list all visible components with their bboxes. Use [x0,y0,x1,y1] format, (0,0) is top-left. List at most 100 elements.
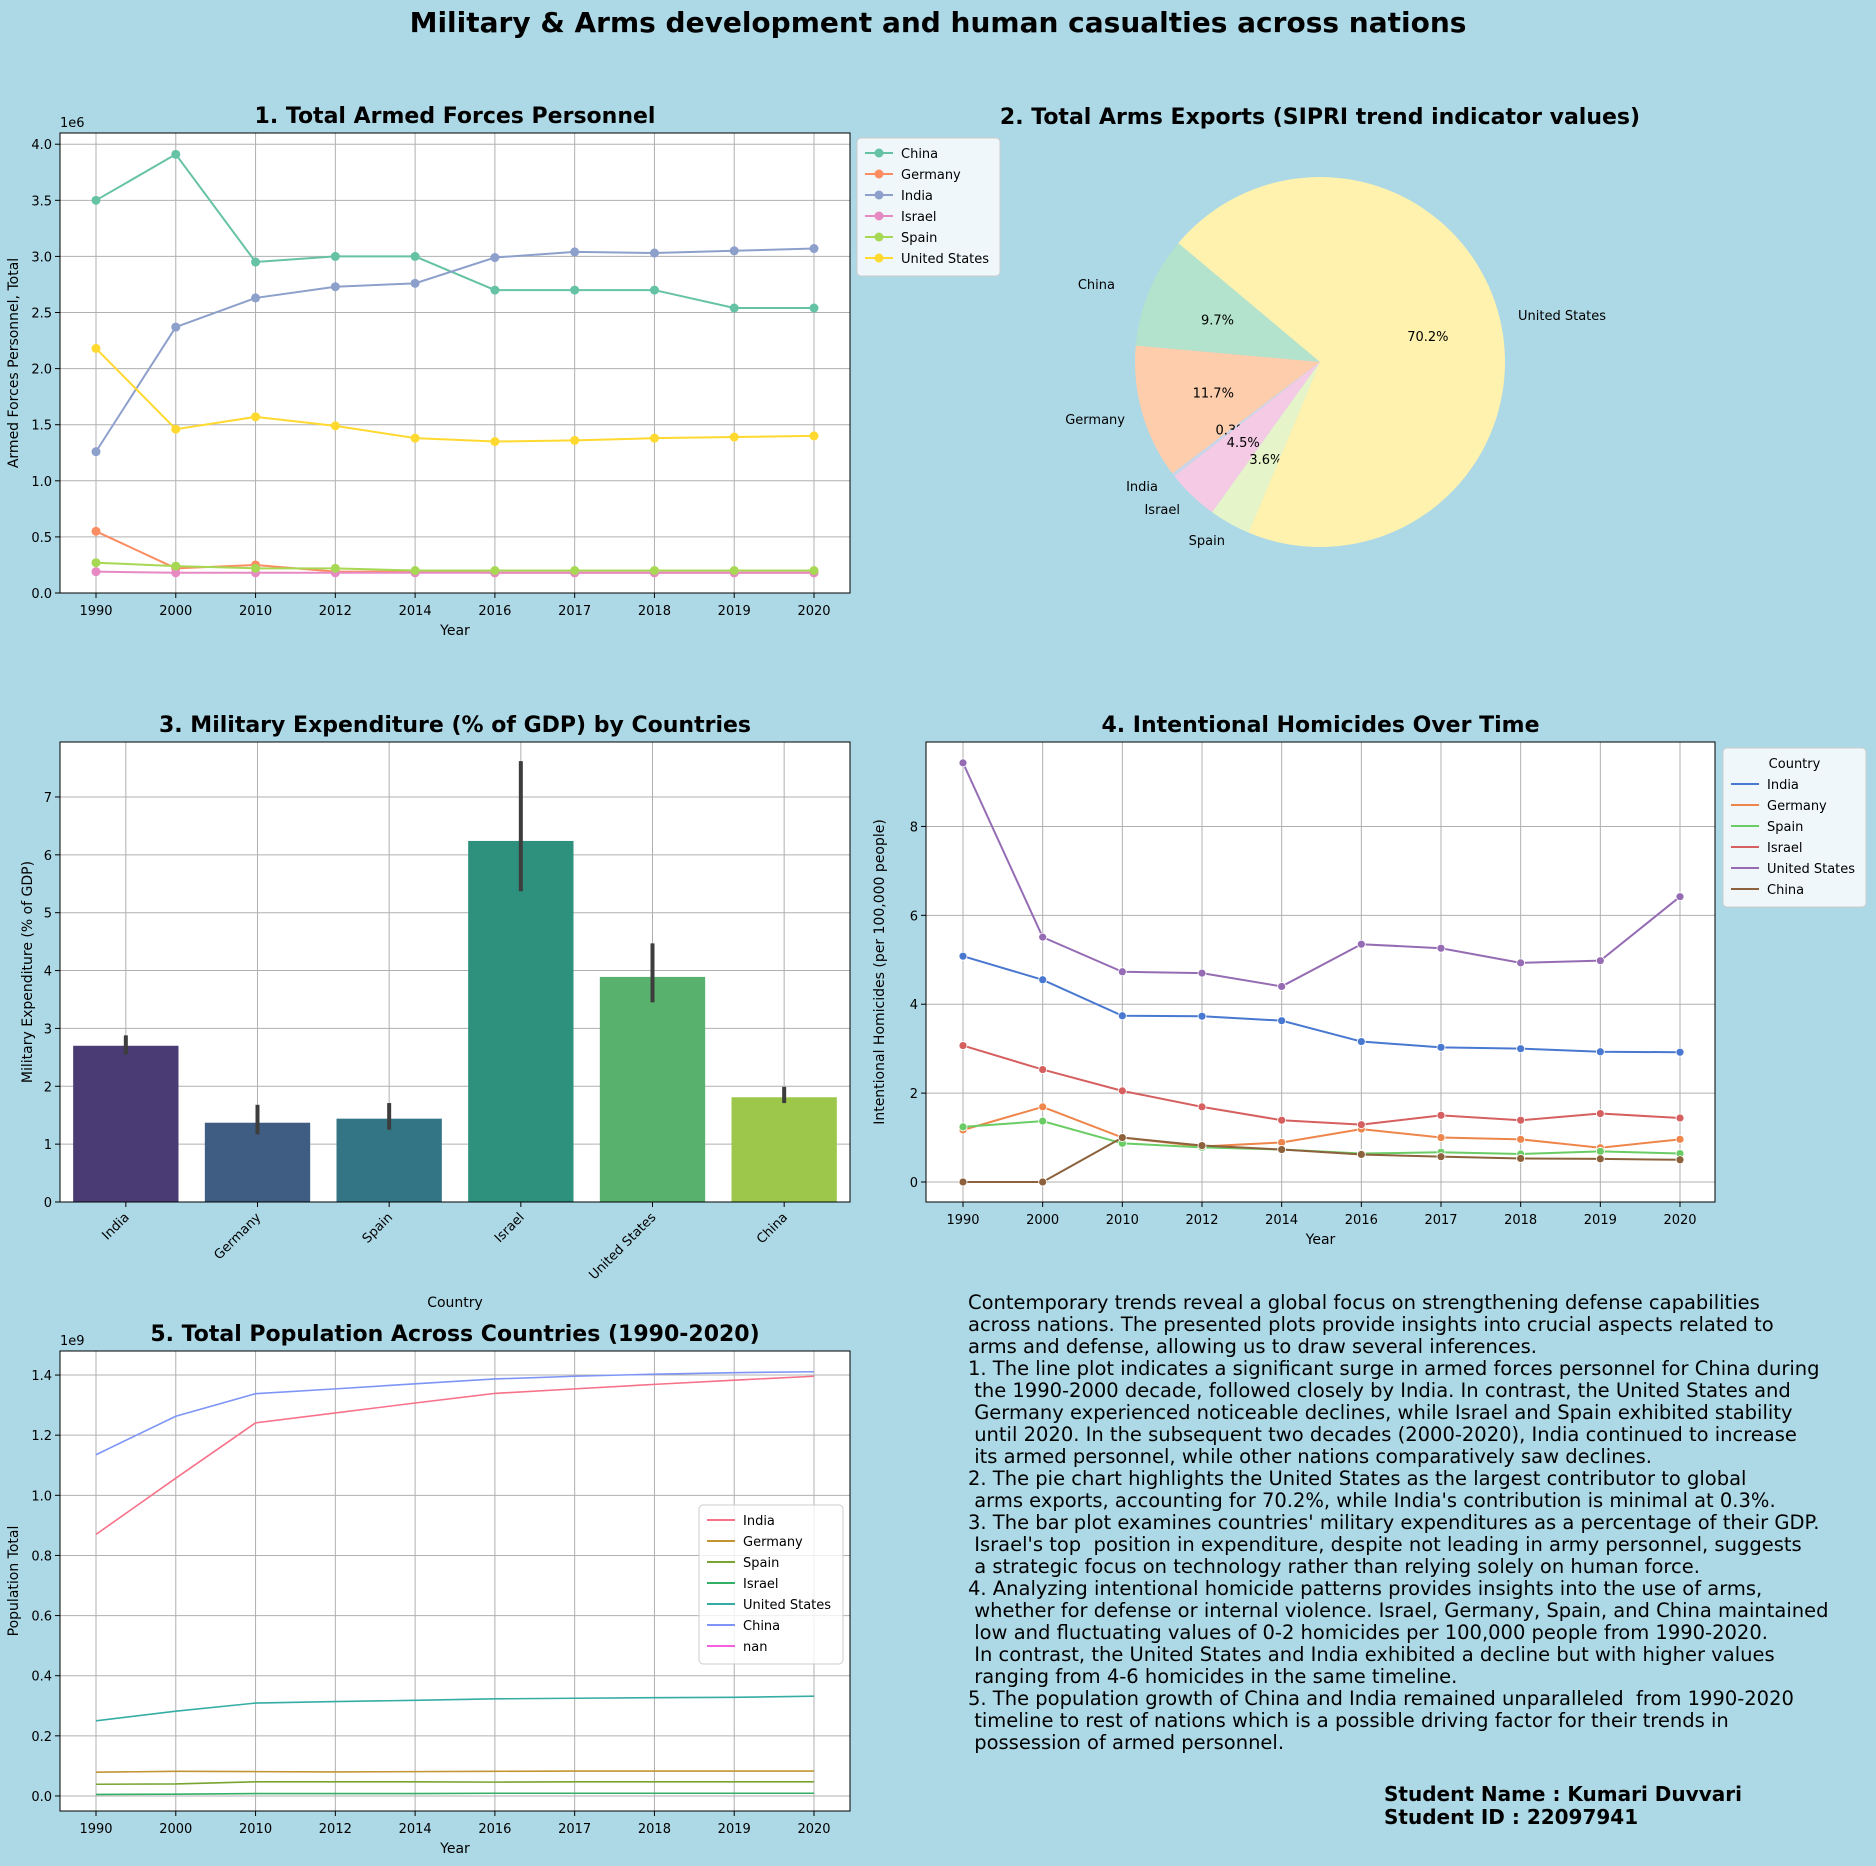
y-axis-label: Intentional Homicides (per 100,000 peopl… [872,819,888,1125]
series-line-india [95,247,815,453]
pie-category-label: India [1126,480,1158,495]
data-point [91,558,101,568]
data-point [958,1177,968,1187]
data-point [1197,968,1207,978]
x-tick-label: 2010 [1106,1213,1139,1228]
pie-category-label: Germany [1065,413,1125,428]
data-point [1516,1115,1526,1125]
exports-chart: 2. Total Arms Exports (SIPRI trend indic… [1000,105,1640,549]
notes-line: whether for defense or internal violence… [968,1599,1829,1622]
x-tick-label: 2019 [718,1822,751,1837]
legend-entry: China [743,1619,780,1634]
data-point [1675,1155,1685,1165]
notes-line: across nations. The presented plots prov… [968,1313,1774,1336]
pie-slice-china [1135,243,1320,362]
x-tick-label: 2010 [239,1822,272,1837]
y-tick-label: 6 [44,849,52,864]
data-point [410,566,420,576]
pie-slice-spain [1212,362,1320,533]
y-tick-label: 4.0 [31,138,52,153]
notes-line: Germany experienced noticeable declines,… [968,1401,1793,1424]
y-tick-label: 1.0 [31,1489,52,1504]
data-point [649,285,659,295]
legend-marker [874,253,884,263]
data-point [1356,1120,1366,1130]
y-tick-label: 0.0 [31,1790,52,1805]
y-tick-label: 4 [910,998,918,1013]
data-point [1356,939,1366,949]
chart-title: 2. Total Arms Exports (SIPRI trend indic… [1000,105,1640,130]
data-point [570,435,580,445]
x-tick-label: 1990 [79,604,112,619]
x-axis-label: Country [427,1295,483,1311]
data-point [410,251,420,261]
series-line-united-states [95,1695,815,1722]
x-tick-label: 2019 [718,604,751,619]
data-point [171,568,181,578]
data-point [1356,1037,1366,1046]
y-tick-label: 0 [44,1196,52,1211]
y-tick-label: 4 [44,965,52,980]
data-point [570,566,580,576]
pie-category-label: Israel [1144,503,1180,518]
y-tick-label: 2 [44,1080,52,1095]
data-point [1516,958,1526,968]
pie-pct-label: 9.7% [1201,313,1234,328]
x-tick-label: 2018 [638,604,671,619]
data-point [251,293,261,303]
y-tick-label: 5 [44,907,52,922]
x-tick-label: 2016 [1345,1213,1378,1228]
data-point [1675,1047,1685,1057]
series-line-germany [962,1105,1681,1149]
notes-line: 5. The population growth of China and In… [968,1687,1794,1710]
data-point [1516,1134,1526,1144]
x-tick-label: 2017 [558,1822,591,1837]
notes-line: 3. The bar plot examines countries' mili… [968,1511,1820,1534]
data-point [1675,1113,1685,1123]
series-line-germany [95,1770,814,1774]
legend-entry: Germany [901,168,961,183]
notes-line: timeline to rest of nations which is a p… [968,1709,1729,1732]
data-point [1675,892,1685,902]
x-tick-label: 2017 [558,604,591,619]
pie-slice-germany [1135,345,1320,474]
notes-line: Israel's top position in expenditure, de… [968,1533,1802,1556]
population-chart: 0.0 0.2 0.4 0.6 0.8 1.0 1.2 1.4 1990 2000 2010 2012… [6,1322,851,1857]
data-point [1356,1150,1366,1159]
notes-line: In contrast, the United States and India… [968,1643,1775,1666]
plot-frame [59,741,851,1203]
legend-entry: Israel [901,210,937,225]
y-tick-label: 3.0 [31,250,52,265]
series-line-united-states [95,347,815,443]
pie-pct-label: 4.5% [1227,436,1260,451]
x-tick-label: 2016 [478,604,511,619]
bar-spain [336,1118,442,1202]
legend-entry: Germany [743,1535,803,1550]
x-tick-label: 2000 [1026,1213,1059,1228]
data-point [809,303,819,313]
legend-marker [874,190,884,200]
plot-area [60,742,850,1202]
y-tick-label: 8 [910,820,918,835]
notes-line: arms exports, accounting for 70.2%, whil… [968,1489,1776,1512]
data-point [1595,1146,1605,1156]
plot-frame [59,1350,851,1812]
y-tick-label: 1.5 [31,419,52,434]
x-tick-label: United States [586,1210,659,1283]
data-point [251,412,261,422]
legend [856,137,1001,277]
y-tick-label: 0.6 [31,1610,52,1625]
data-point [1038,932,1048,942]
legend-entry: United States [743,1598,831,1613]
legend-entry: United States [1767,862,1855,877]
y-tick-label: 2 [910,1087,918,1102]
y-tick-label: 2.5 [31,307,52,322]
x-tick-label: 1990 [79,1822,112,1837]
x-tick-label: 1990 [946,1213,979,1228]
data-point [1675,1134,1685,1144]
x-tick-label: India [99,1210,132,1243]
notes-line: 2. The pie chart highlights the United S… [968,1467,1747,1490]
chart-title: 1. Total Armed Forces Personnel [255,104,656,129]
series-line-india [962,955,1681,1054]
data-point [809,244,819,254]
